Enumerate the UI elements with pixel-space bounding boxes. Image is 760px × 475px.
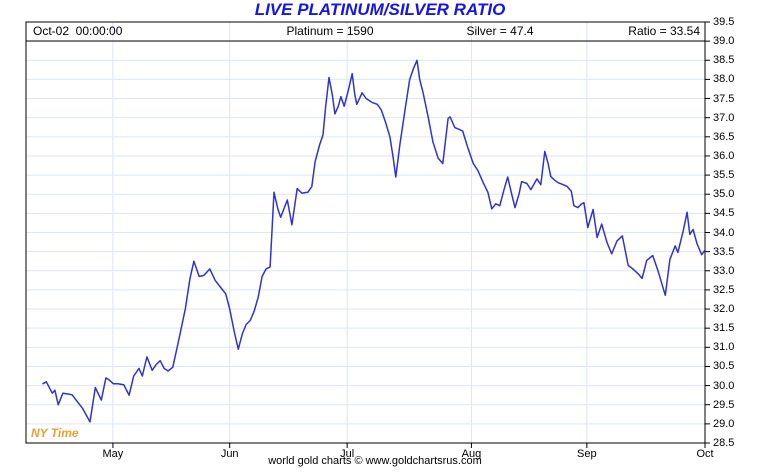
y-axis-label: 38.5 xyxy=(713,54,735,67)
x-axis-label: Sep xyxy=(577,448,597,460)
x-axis-label: Oct xyxy=(696,448,714,460)
header-ratio-value: Ratio = 33.54 xyxy=(628,24,700,38)
y-axis-label: 29.5 xyxy=(713,398,735,411)
y-axis-label: 34.0 xyxy=(713,226,735,239)
ny-time-label: NY Time xyxy=(31,426,79,440)
ratio-line xyxy=(42,59,706,423)
y-axis-label: 35.0 xyxy=(713,188,735,201)
y-axis-label: 33.0 xyxy=(713,264,735,277)
header-silver-value: Silver = 47.4 xyxy=(466,24,534,38)
y-axis-label: 31.0 xyxy=(713,341,735,354)
x-axis-label: Jul xyxy=(340,448,355,460)
y-axis-label: 38.0 xyxy=(713,73,735,86)
x-axis-label: May xyxy=(102,448,124,460)
y-axis-label: 28.5 xyxy=(713,437,735,449)
y-axis-label: 31.5 xyxy=(713,322,735,335)
y-axis-label: 37.5 xyxy=(713,92,735,105)
x-axis-label: Aug xyxy=(461,448,482,460)
header-platinum-value: Platinum = 1590 xyxy=(286,24,374,38)
y-axis-label: 32.5 xyxy=(713,283,735,296)
y-axis-label: 29.0 xyxy=(713,417,735,430)
y-axis-label: 30.5 xyxy=(713,360,735,373)
y-axis-label: 39.5 xyxy=(713,16,735,28)
y-axis-label: 36.0 xyxy=(713,149,735,162)
y-axis-label: 37.0 xyxy=(713,111,735,124)
y-axis-label: 30.0 xyxy=(713,379,735,392)
footer-attribution: world gold charts © www.goldchartsrus.co… xyxy=(268,455,482,467)
header-timestamp: Oct-02 00:00:00 xyxy=(33,24,123,38)
x-axis-label: Jun xyxy=(220,448,239,460)
y-axis-label: 39.0 xyxy=(713,35,735,48)
y-axis-label: 34.5 xyxy=(713,207,735,220)
y-axis-label: 33.5 xyxy=(713,245,735,258)
y-axis-label: 32.0 xyxy=(713,303,735,316)
y-axis-label: 36.5 xyxy=(713,130,735,143)
y-axis-label: 35.5 xyxy=(713,169,735,182)
chart-title: LIVE PLATINUM/SILVER RATIO xyxy=(254,0,506,19)
